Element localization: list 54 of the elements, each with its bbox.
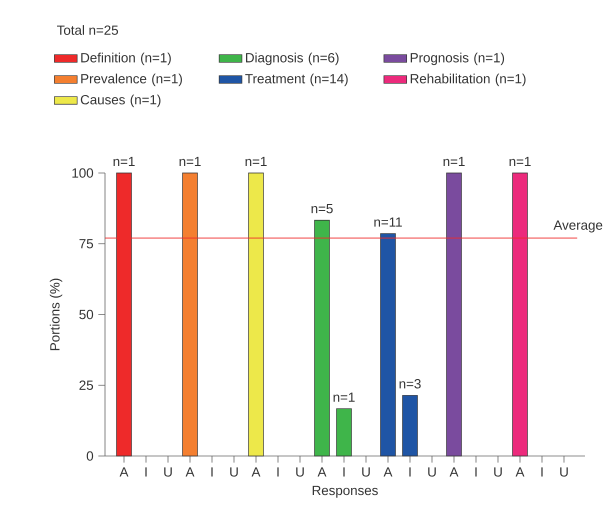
annotation: n=5 xyxy=(312,204,333,214)
text: n=1 xyxy=(510,156,531,166)
x-tick-label: U xyxy=(560,467,568,477)
x-tick-label: U xyxy=(164,467,172,477)
x-tick-label: I xyxy=(541,467,543,477)
bar xyxy=(380,233,396,456)
bar xyxy=(314,220,330,456)
text: n=1 xyxy=(444,156,465,166)
bar xyxy=(402,395,418,456)
legend-label: Causes (n=1) xyxy=(80,94,160,108)
y-axis-title: Portions (%) xyxy=(50,278,62,350)
annotation: n=1 xyxy=(334,392,355,402)
x-tick-label: U xyxy=(230,467,238,477)
x-tick-label: A xyxy=(450,467,458,477)
text: n=1 xyxy=(246,156,267,166)
bar xyxy=(248,172,264,456)
legend-label: Prognosis (n=1) xyxy=(410,52,504,66)
x-tick-label: A xyxy=(120,467,128,477)
x-tick-label: U xyxy=(362,467,370,477)
x-tick-label: I xyxy=(211,467,213,477)
legend-label: Definition (n=1) xyxy=(81,52,171,66)
y-tick-label: 100 xyxy=(72,168,94,178)
x-tick-label: I xyxy=(343,467,345,477)
text: n=1 xyxy=(114,156,135,166)
legend-label: Treatment (n=14) xyxy=(245,74,348,86)
x-tick-label: I xyxy=(409,467,411,477)
x-tick-label: A xyxy=(318,467,326,477)
bar xyxy=(512,172,528,456)
y-tick-label: 25 xyxy=(79,380,94,390)
x-axis-title: Responses xyxy=(312,486,378,498)
x-tick-label: A xyxy=(384,467,392,477)
x-tick-label: U xyxy=(494,467,502,477)
bar xyxy=(336,408,352,456)
x-tick-label: U xyxy=(428,467,436,477)
x-tick-label: I xyxy=(277,467,279,477)
y-tick-label: 0 xyxy=(86,451,94,461)
y-tick-label: 75 xyxy=(79,239,94,248)
legend-label: Prevalence (n=1) xyxy=(81,74,182,86)
x-tick-label: A xyxy=(516,467,524,477)
x-tick-label: A xyxy=(186,467,194,477)
legend-label: Rehabilitation (n=1) xyxy=(410,74,526,86)
x-tick-label: A xyxy=(252,467,260,477)
x-tick-label: I xyxy=(145,467,147,477)
text: n=1 xyxy=(180,156,201,166)
legend-title: Total n=25 xyxy=(57,25,118,35)
y-tick-label: 50 xyxy=(79,310,94,320)
annotation: n=11 xyxy=(374,217,402,227)
x-tick-label: I xyxy=(475,467,477,477)
annotation: n=3 xyxy=(400,379,421,388)
x-tick-label: U xyxy=(296,467,304,477)
bar xyxy=(446,172,462,456)
ref-line-label: Average xyxy=(553,220,602,232)
legend-label: Diagnosis (n=6) xyxy=(246,52,339,66)
bar xyxy=(182,172,198,456)
